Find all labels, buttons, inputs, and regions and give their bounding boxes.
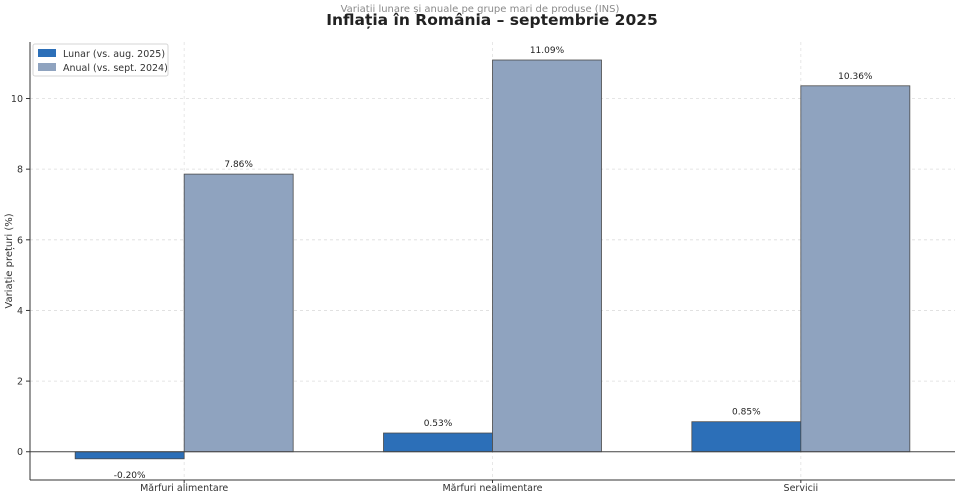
bar-value-label: 7.86%: [224, 160, 253, 170]
y-tick-label: 6: [17, 235, 23, 246]
y-tick-label: 8: [17, 165, 23, 176]
y-tick-label: 4: [17, 306, 23, 317]
y-tick-label: 2: [17, 377, 23, 388]
bar-value-label: 0.53%: [424, 419, 453, 429]
y-tick-label: 0: [17, 447, 23, 458]
legend-swatch-lunar: [38, 49, 56, 57]
bar-value-label: -0.20%: [114, 471, 146, 481]
chart-subtitle: Variații lunare și anuale pe grupe mari …: [341, 4, 620, 15]
bar-value-label: 0.85%: [732, 408, 761, 418]
bar-anual: [183, 173, 294, 453]
y-axis-label: Variație prețuri (%): [4, 213, 15, 308]
legend-box: [32, 43, 169, 77]
bar-lunar: [691, 421, 802, 453]
legend: Lunar (vs. aug. 2025) Anual (vs. sept. 2…: [32, 43, 169, 77]
x-tick-label: Mărfuri alimentare: [140, 483, 228, 494]
legend-label-anual: Anual (vs. sept. 2024): [63, 63, 168, 74]
legend-label-lunar: Lunar (vs. aug. 2025): [63, 49, 165, 60]
y-tick-label: 10: [11, 94, 23, 105]
axes: 0 2 4 6 8 10 Mărfuri alimentare Mărfuri nealime…: [11, 42, 955, 494]
bar-lunar: [383, 432, 493, 453]
legend-swatch-anual: [38, 63, 56, 71]
bar-anual: [492, 59, 602, 453]
bar-value-label: 11.09%: [530, 46, 565, 56]
chart-title: Inflația în România – septembrie 2025: [326, 11, 658, 29]
bar-anual: [800, 85, 911, 453]
x-tick-label: Mărfuri nealimentare: [442, 483, 542, 494]
data-labels: -0.20% 0.53% 0.85% 7.86% 11.09% 10.36%: [114, 46, 873, 481]
bar-value-label: 10.36%: [838, 72, 873, 82]
bar-lunar: [74, 451, 185, 460]
bars: [74, 59, 911, 460]
x-tick-label: Servicii: [784, 483, 819, 494]
